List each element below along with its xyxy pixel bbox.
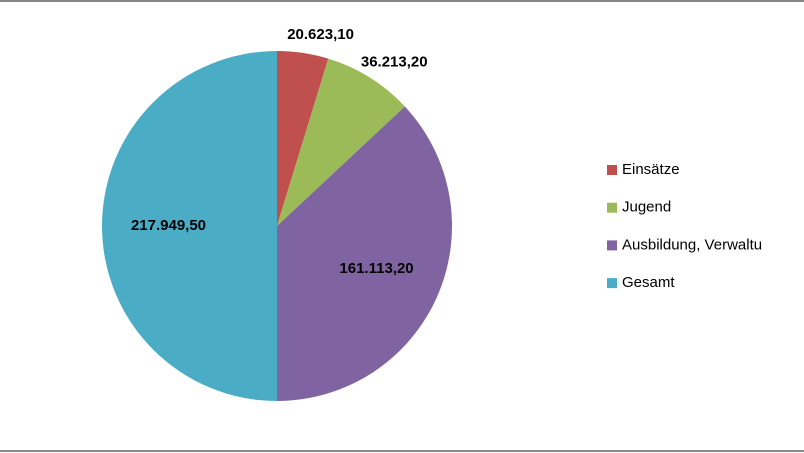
data-label: 20.623,10: [287, 26, 354, 43]
legend-label: Einsätze: [622, 161, 680, 178]
legend-swatch: [607, 278, 617, 289]
pie-slice: [277, 58, 405, 226]
legend-label: Ausbildung, Verwaltu: [622, 236, 762, 253]
data-label: 217.949,50: [131, 217, 206, 234]
legend-label: Jugend: [622, 199, 671, 216]
legend-label: Gesamt: [622, 274, 675, 291]
pie-slice: [102, 51, 277, 401]
legend-swatch: [607, 165, 617, 175]
data-label: 36.213,20: [361, 53, 428, 70]
data-label: 161.113,20: [339, 260, 413, 277]
pie-slice: [277, 51, 329, 226]
legend-swatch: [607, 202, 617, 213]
pie-slice: [277, 106, 452, 401]
legend-swatch: [607, 240, 617, 251]
